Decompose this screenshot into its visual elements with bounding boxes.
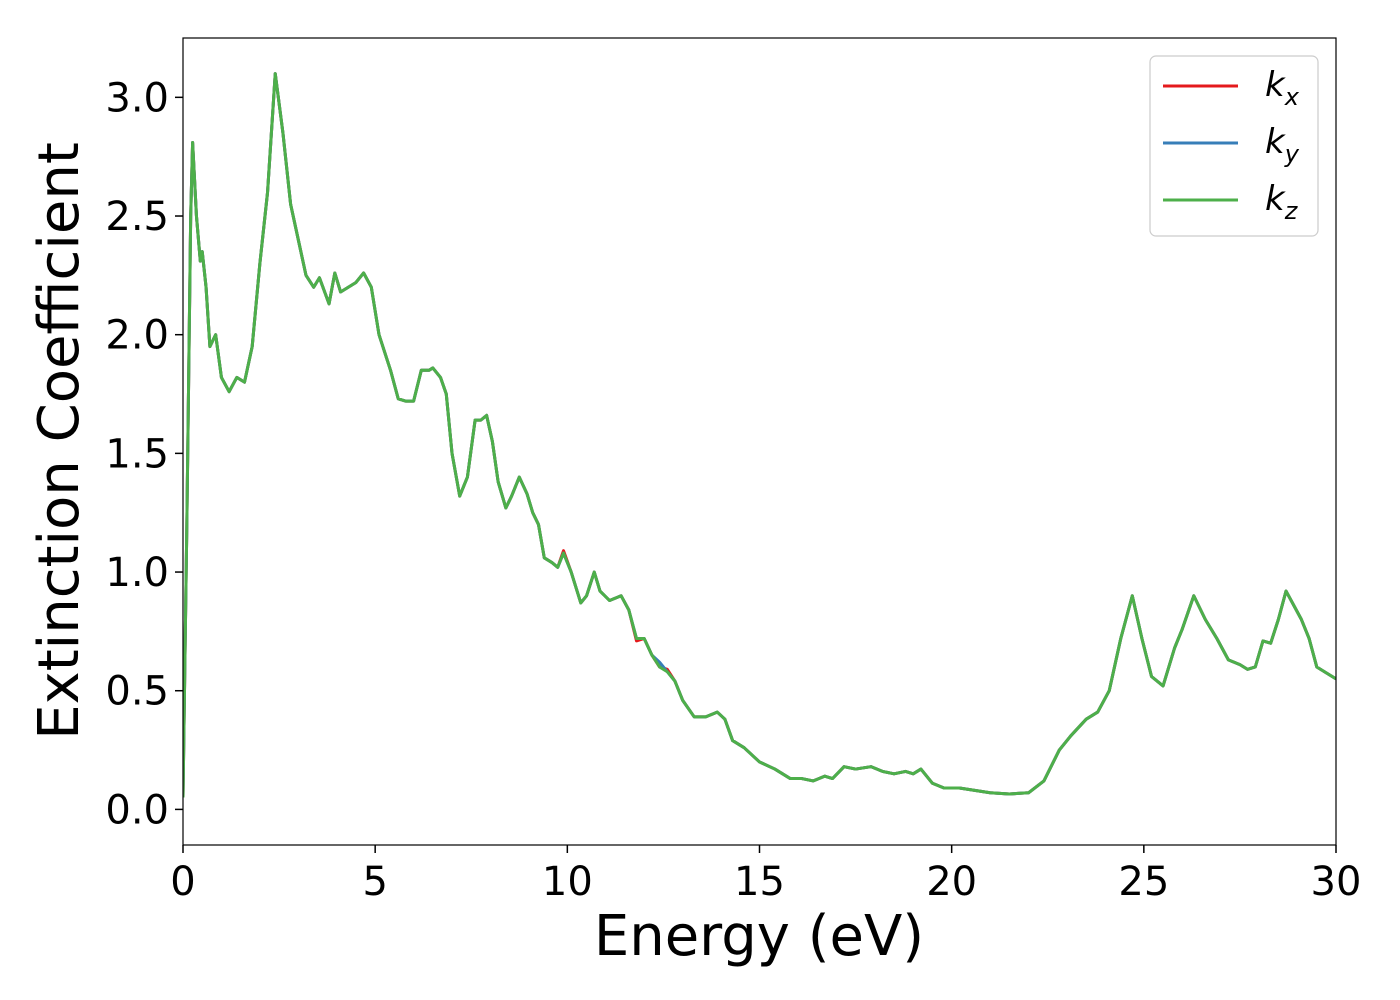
x-tick-label: 0	[170, 859, 195, 905]
y-tick-label: 3.0	[105, 75, 169, 121]
legend-label: kx	[1265, 65, 1300, 111]
x-tick-label: 30	[1311, 859, 1362, 905]
y-axis-label: Extinction Coefficient	[27, 142, 92, 740]
y-tick-label: 1.0	[105, 550, 169, 596]
x-tick-label: 15	[734, 859, 785, 905]
y-tick-label: 2.0	[105, 313, 169, 359]
legend-label: ky	[1265, 122, 1300, 168]
legend-label: kz	[1265, 179, 1299, 225]
x-axis-label: Energy (eV)	[594, 904, 924, 969]
series-line	[183, 72, 1336, 798]
y-tick-label: 0.0	[105, 787, 169, 833]
x-tick-label: 20	[926, 859, 977, 905]
x-tick-label: 5	[362, 859, 387, 905]
y-tick-label: 0.5	[105, 669, 169, 715]
x-tick-label: 25	[1118, 859, 1169, 905]
legend-box	[1149, 55, 1319, 237]
y-tick-label: 2.5	[105, 194, 169, 240]
plot-lines	[183, 72, 1336, 798]
y-tick-label: 1.5	[105, 431, 169, 477]
x-tick-label: 10	[542, 859, 593, 905]
plot-frame	[182, 37, 1337, 846]
